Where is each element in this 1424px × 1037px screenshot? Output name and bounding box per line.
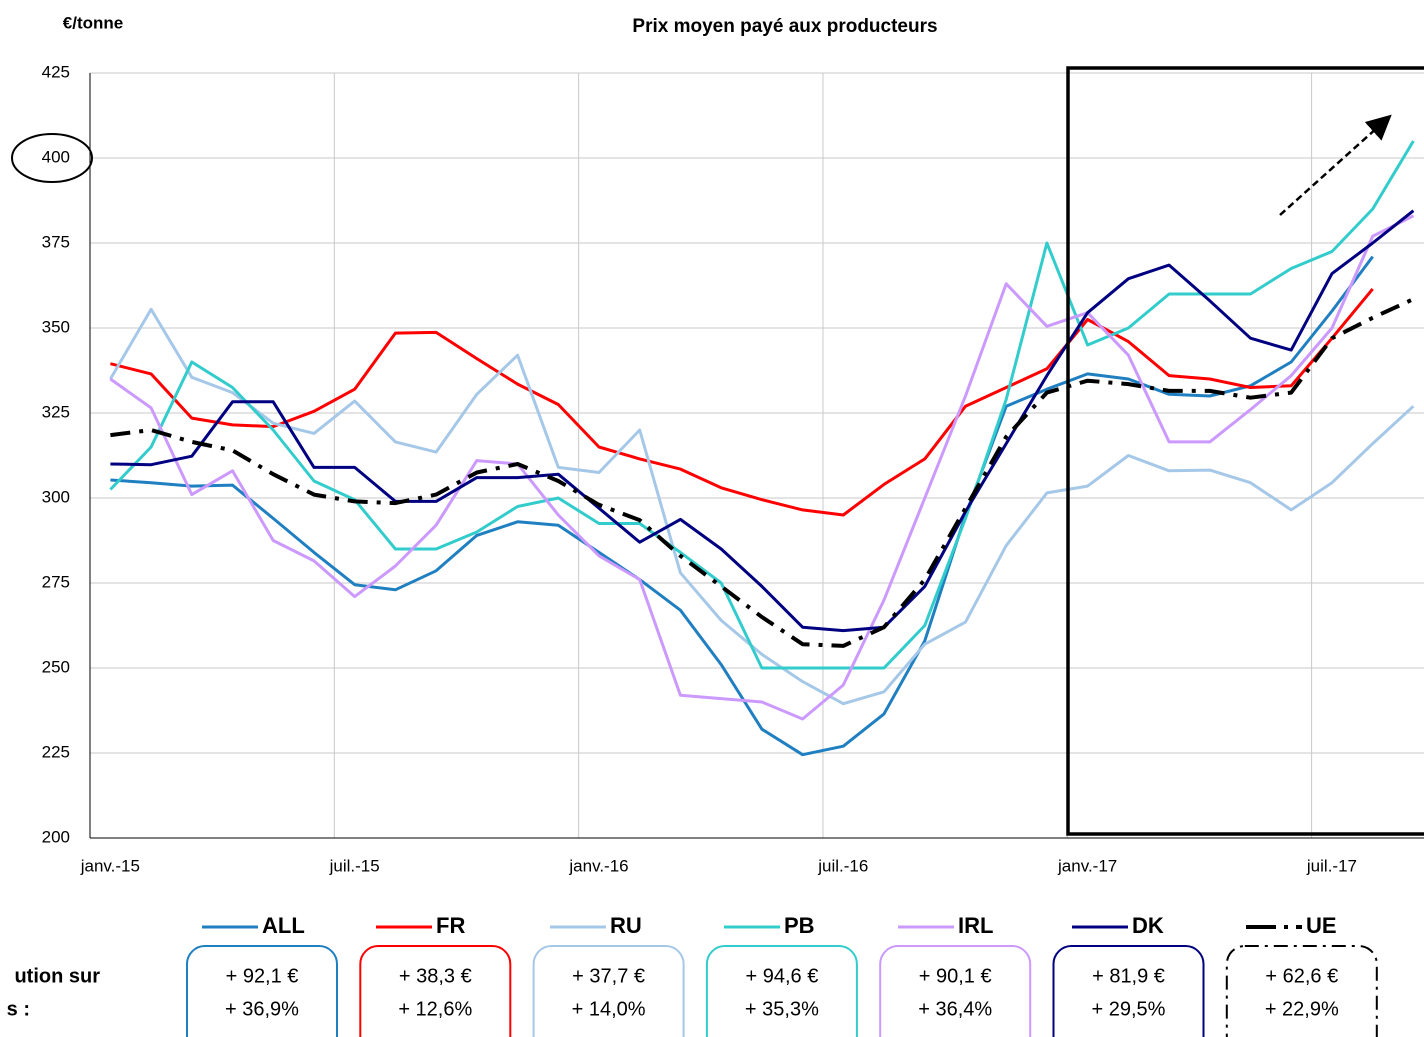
y-tick-label: 225 — [42, 742, 70, 761]
variation-box — [1052, 945, 1205, 1037]
legend-label: IRL — [958, 913, 993, 938]
variation-percent: + 29,5% — [1092, 998, 1166, 1020]
plot — [109, 140, 1415, 757]
y-tick-label: 325 — [42, 402, 70, 421]
legend-label: RU — [610, 913, 642, 938]
y-tick-label: 250 — [42, 657, 70, 676]
legend-label: DK — [1132, 913, 1164, 938]
highlight-box — [1066, 66, 1424, 836]
variation-box — [705, 945, 858, 1037]
variation-amount: + 94,6 € — [745, 965, 818, 987]
trend-arrow — [1279, 114, 1392, 216]
y-tick-label: 200 — [42, 827, 70, 846]
legend-label: UE — [1306, 913, 1337, 938]
x-tick-label: janv.-17 — [1057, 856, 1117, 875]
y-unit: €/tonne — [63, 13, 123, 32]
variation-label: ution sur — [14, 965, 100, 987]
series-line — [110, 255, 1374, 757]
y-tick-label: 350 — [42, 317, 70, 336]
x-tick-label: juil.-17 — [1306, 856, 1357, 875]
series-line — [110, 287, 1374, 517]
series-line — [110, 209, 1415, 633]
variation-label: s : — [7, 998, 30, 1020]
variation-box — [186, 945, 338, 1037]
variation-percent: + 12,6% — [398, 998, 472, 1020]
highlight-ellipse — [11, 133, 93, 183]
variation-box — [879, 945, 1032, 1037]
variation-percent: + 35,3% — [745, 998, 819, 1020]
variation-box — [1225, 945, 1378, 1037]
legend-label: ALL — [262, 913, 305, 938]
y-tick-label: 400 — [42, 147, 70, 166]
series-line — [110, 297, 1415, 648]
x-tick-label: juil.-16 — [817, 856, 868, 875]
y-tick-label: 375 — [42, 232, 70, 251]
grid: 200 225 250 275 300 325 350 375 400 425 janv.-15 ju… — [42, 62, 1424, 875]
variation-amount: + 81,9 € — [1092, 965, 1165, 987]
variation-percent: + 36,9% — [225, 998, 299, 1020]
x-tick-label: juil.-15 — [329, 856, 380, 875]
variation-percent: + 14,0% — [572, 998, 646, 1020]
legend-label: PB — [784, 913, 815, 938]
series-line — [109, 307, 1415, 706]
chart-title: Prix moyen payé aux producteurs — [632, 16, 937, 37]
variation-amount: + 92,1 € — [226, 965, 299, 987]
variation-amount: + 90,1 € — [919, 965, 992, 987]
y-tick-label: 300 — [42, 487, 70, 506]
variation-percent: + 36,4% — [918, 998, 992, 1020]
variation-box — [359, 945, 512, 1037]
series-line — [109, 140, 1415, 670]
series-line — [109, 214, 1415, 721]
x-tick-label: janv.-16 — [568, 856, 628, 875]
y-tick-label: 425 — [42, 62, 70, 81]
legend-label: FR — [436, 913, 465, 938]
variation-amount: + 62,6 € — [1265, 965, 1338, 987]
variation-amount: + 37,7 € — [572, 965, 645, 987]
variation-percent: + 22,9% — [1265, 998, 1339, 1020]
x-tick-label: janv.-15 — [80, 856, 140, 875]
y-tick-label: 275 — [42, 572, 70, 591]
variation-box — [532, 945, 685, 1037]
legend: ALL FR RU PB IRL DK UE + 92,1 € + 36,9% + 38,3 € +… — [186, 913, 1378, 1037]
variation-amount: + 38,3 € — [399, 965, 472, 987]
